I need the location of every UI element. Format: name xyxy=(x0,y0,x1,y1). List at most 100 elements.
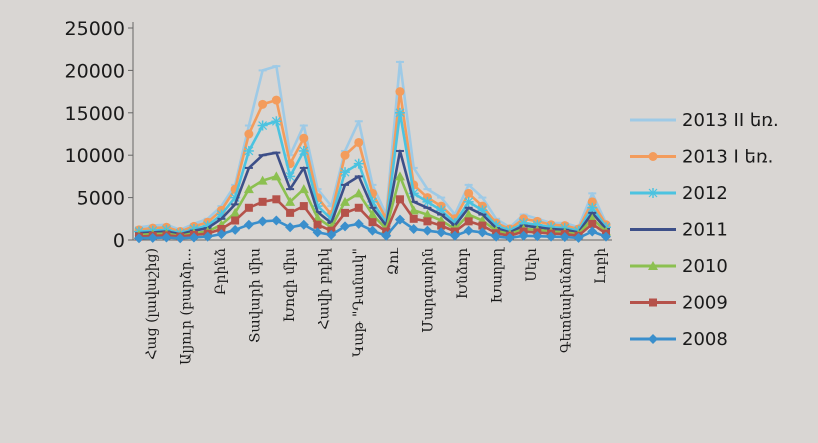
x-tick-label: Հաց (լավաշից) xyxy=(144,248,160,360)
legend-item: 2012 xyxy=(630,183,728,204)
data-point-square xyxy=(395,195,404,204)
data-point-triangle xyxy=(298,184,309,194)
data-point-diamond xyxy=(477,227,488,238)
legend-item: 2013 II եռ. xyxy=(630,110,779,131)
data-point-square xyxy=(409,214,418,223)
data-point-diamond xyxy=(134,233,144,244)
data-point-circle xyxy=(299,133,309,143)
legend-label: 2009 xyxy=(682,293,728,314)
y-tick-label: 10000 xyxy=(65,145,125,167)
x-tick-text: Բրինձ xyxy=(213,248,229,295)
x-tick-text: Խոզի միս xyxy=(282,248,298,322)
data-point-diamond xyxy=(312,227,323,238)
data-point-triangle xyxy=(257,175,268,185)
data-point-square xyxy=(588,219,597,228)
data-point-triangle xyxy=(422,209,433,219)
data-point-circle xyxy=(244,129,254,139)
legend-label: 2010 xyxy=(682,256,728,277)
x-tick-text: Տավարի միս xyxy=(248,248,264,343)
data-point-triangle xyxy=(230,207,241,217)
data-point-diamond xyxy=(271,215,282,226)
data-point-square xyxy=(368,218,377,227)
data-point-asterisk xyxy=(243,145,254,156)
y-tick-label: 20000 xyxy=(65,60,125,82)
series-6 xyxy=(134,214,611,244)
data-point-triangle xyxy=(408,205,419,215)
x-tick-label: Մարգարին xyxy=(420,248,436,333)
legend-label: 2013 II եռ. xyxy=(682,110,779,131)
data-point-circle xyxy=(464,188,474,198)
data-point-diamond xyxy=(161,232,172,243)
legend: 2013 II եռ. 2013 I եռ. 2012 2011 2010 2009 200… xyxy=(630,110,779,350)
data-point-square xyxy=(258,197,267,206)
data-point-triangle xyxy=(394,171,405,181)
data-point-square xyxy=(217,224,226,233)
data-point-diamond xyxy=(188,232,199,243)
x-tick-label: Ալյուր (բարձր... xyxy=(179,248,195,365)
data-point-square xyxy=(244,203,253,212)
x-tick-label: Տավարի միս xyxy=(248,248,264,343)
data-point-square xyxy=(478,221,487,230)
data-point-diamond xyxy=(298,219,309,230)
data-point-asterisk xyxy=(587,202,598,213)
data-point-asterisk xyxy=(648,188,658,198)
x-tick-text: Ալյուր (բարձր... xyxy=(179,248,195,365)
data-point-diamond xyxy=(394,214,405,225)
legend-label: 2008 xyxy=(682,329,728,350)
x-tick-text: Ձու xyxy=(386,247,402,275)
x-tick-text: Լոբի xyxy=(593,248,609,284)
data-point-circle xyxy=(271,95,281,105)
data-point-square xyxy=(272,195,281,204)
data-point-square xyxy=(231,216,240,225)
data-point-diamond xyxy=(422,225,433,236)
data-point-diamond xyxy=(573,232,584,243)
legend-item: 2011 xyxy=(630,220,728,241)
x-axis: Հաց (լավաշից) Ալյուր (բարձր... Բրինձ Տավարի… xyxy=(133,239,612,365)
data-point-triangle xyxy=(353,188,364,198)
x-tick-label: Հավի բդիկ xyxy=(317,248,333,330)
data-point-diamond xyxy=(518,230,529,241)
data-point-asterisk xyxy=(298,145,309,156)
data-point-diamond xyxy=(532,231,543,242)
y-tick-label: 0 xyxy=(113,230,125,252)
x-tick-label: Կաթ "Դանակ" xyxy=(351,248,367,357)
legend-item: 2010 xyxy=(630,256,728,277)
data-point-diamond xyxy=(175,233,186,244)
data-point-square xyxy=(341,208,350,217)
data-point-square xyxy=(299,202,308,211)
data-point-diamond xyxy=(546,231,557,242)
y-axis: 0 5000 10000 15000 20000 25000 xyxy=(65,18,134,252)
x-tick-text: Գետնախնձոր xyxy=(558,248,574,353)
legend-label: 2012 xyxy=(682,183,728,204)
data-point-diamond xyxy=(436,227,447,238)
x-tick-text: Խնձոր xyxy=(455,248,471,299)
data-point-triangle xyxy=(463,209,474,219)
x-tick-label: Ձու xyxy=(386,247,402,275)
data-point-triangle xyxy=(285,196,296,206)
data-point-circle xyxy=(587,197,597,207)
data-point-diamond xyxy=(381,230,392,241)
data-point-square xyxy=(313,220,322,229)
data-point-diamond xyxy=(353,218,364,229)
data-point-circle xyxy=(340,150,350,160)
y-tick-label: 5000 xyxy=(77,188,125,210)
data-point-diamond xyxy=(230,224,241,235)
data-point-diamond xyxy=(463,225,474,236)
x-tick-label: Խոզի միս xyxy=(282,248,298,322)
data-point-diamond xyxy=(449,230,460,241)
legend-label: 2013 I եռ. xyxy=(682,147,773,168)
data-point-circle xyxy=(354,137,364,147)
x-tick-label: Խնձոր xyxy=(455,248,471,299)
data-point-square xyxy=(286,208,295,217)
data-point-asterisk xyxy=(271,116,282,127)
data-point-square xyxy=(649,298,657,307)
x-tick-text: Հավի բդիկ xyxy=(317,248,333,330)
data-point-diamond xyxy=(601,231,611,242)
data-point-diamond xyxy=(559,232,570,243)
data-point-asterisk xyxy=(463,196,474,207)
data-point-asterisk xyxy=(257,120,268,131)
data-point-triangle xyxy=(243,184,254,194)
x-tick-text: Հաց (լավաշից) xyxy=(144,248,160,360)
legend-label: 2011 xyxy=(682,220,728,241)
data-point-triangle xyxy=(340,196,351,206)
